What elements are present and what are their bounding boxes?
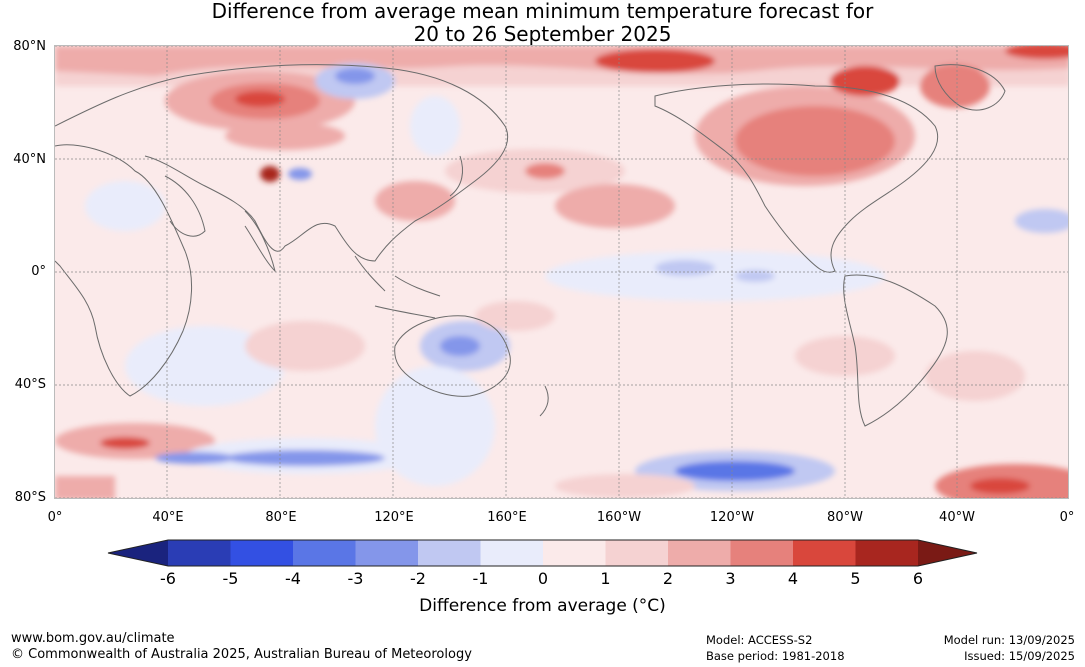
colorbar-tick-label: 0 <box>537 569 549 588</box>
lon-label-80w: 80°W <box>827 510 863 525</box>
lon-label-80e: 80°E <box>265 510 297 525</box>
website-link[interactable]: www.bom.gov.au/climate <box>11 631 175 646</box>
model-name: Model: ACCESS-S2 <box>706 633 813 647</box>
colorbar-title: Difference from average (°C) <box>419 596 666 616</box>
anomaly-map-svg <box>55 46 1068 498</box>
lon-label-40e: 40°E <box>152 510 184 525</box>
colorbar-tick-label: 6 <box>912 569 924 588</box>
lat-label-40s: 40°S <box>14 377 46 392</box>
lon-label-120e: 120°E <box>374 510 414 525</box>
colorbar-bin <box>480 540 543 566</box>
base-period: Base period: 1981-2018 <box>706 649 845 663</box>
title-line-2: 20 to 26 September 2025 <box>413 22 672 46</box>
title-line-1: Difference from average mean minimum tem… <box>211 0 874 23</box>
lon-label-0-east: 0° <box>1059 510 1075 525</box>
lat-label-40n: 40°N <box>13 152 46 167</box>
colorbar-tick-label: 4 <box>787 569 799 588</box>
lon-label-160e: 160°E <box>487 510 527 525</box>
colorbar <box>107 539 978 567</box>
anomaly-shading <box>55 46 1068 498</box>
lon-label-120w: 120°W <box>709 510 755 525</box>
colorbar-tick-label: 1 <box>600 569 611 588</box>
lon-label-40w: 40°W <box>939 510 975 525</box>
coastlines <box>55 64 1006 427</box>
chart-title: Difference from average mean minimum tem… <box>0 0 1085 46</box>
colorbar-bin <box>855 540 918 566</box>
lon-label-0-west: 0° <box>47 510 63 525</box>
issued-date: Issued: 15/09/2025 <box>964 649 1075 663</box>
colorbar-tick-label: -4 <box>285 569 301 588</box>
colorbar-bin <box>293 540 356 566</box>
model-run-date: Model run: 13/09/2025 <box>943 633 1075 647</box>
colorbar-tick-label: 2 <box>662 569 674 588</box>
colorbar-tick-label: 5 <box>850 569 861 588</box>
colorbar-bin <box>668 540 731 566</box>
lat-label-80n: 80°N <box>13 39 46 54</box>
colorbar-bin <box>168 540 231 566</box>
colorbar-above-max <box>918 540 977 566</box>
colorbar-tick-label: -5 <box>222 569 239 588</box>
forecast-map <box>54 45 1069 499</box>
gridlines <box>55 46 1068 498</box>
colorbar-bin <box>230 540 293 566</box>
lat-label-0: 0° <box>31 264 46 279</box>
colorbar-outline <box>107 539 978 567</box>
colorbar-tick-label: -6 <box>160 569 176 588</box>
colorbar-bin <box>605 540 668 566</box>
lon-label-160w: 160°W <box>596 510 642 525</box>
lat-label-80s: 80°S <box>14 490 46 505</box>
colorbar-tick-label: -3 <box>347 569 364 588</box>
colorbar-bin <box>730 540 793 566</box>
copyright-text: © Commonwealth of Australia 2025, Austra… <box>11 647 472 662</box>
colorbar-bin <box>543 540 606 566</box>
colorbar-below-min <box>108 540 168 566</box>
colorbar-bin <box>418 540 481 566</box>
colorbar-bin <box>355 540 418 566</box>
colorbar-tick-label: 3 <box>725 569 736 588</box>
colorbar-tick-label: -2 <box>410 569 426 588</box>
colorbar-tick-label: -1 <box>472 569 489 588</box>
colorbar-bin <box>793 540 856 566</box>
